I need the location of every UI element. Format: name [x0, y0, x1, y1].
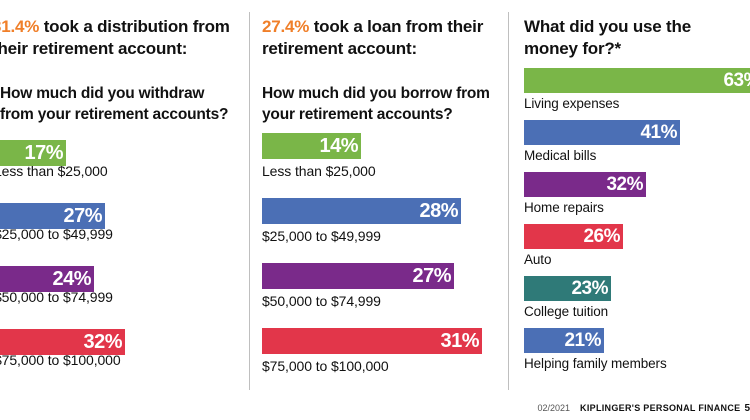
- chart1-bar-value-2: 28%: [419, 200, 458, 222]
- chart1-bar-value-3: 27%: [412, 265, 451, 287]
- distribution-lead-percent: 31.4%: [0, 17, 40, 36]
- chart2-bar-value-5: 23%: [571, 278, 608, 299]
- chart2-bar-3: 32%: [524, 172, 646, 197]
- chart2-category-label-5: College tuition: [524, 304, 609, 319]
- chart1-bar-value-1: 14%: [319, 135, 358, 157]
- chart1-category-label-3: $50,000 to $74,999: [262, 293, 381, 309]
- chart0-bar-value-3: 24%: [52, 268, 91, 290]
- footer-publication: KIPLINGER'S PERSONAL FINANCE: [580, 403, 741, 413]
- column-divider-left: [249, 12, 250, 390]
- chart2-bar-4: 26%: [524, 224, 623, 249]
- footer-date: 02/2021: [537, 403, 571, 413]
- chart2-bar-2: 41%: [524, 120, 680, 145]
- chart2-bar-value-4: 26%: [583, 226, 620, 247]
- loan-headline-text: took a loan from their retirement accoun…: [262, 17, 484, 58]
- chart0-category-label-2: $25,000 to $49,999: [0, 226, 113, 242]
- chart0-bar-1: 17%: [0, 140, 66, 166]
- chart2-bar-value-6: 21%: [564, 330, 601, 351]
- chart2-bar-value-3: 32%: [606, 174, 643, 195]
- chart0-category-label-1: Less than $25,000: [0, 163, 108, 179]
- chart1-bar-1: 14%: [262, 133, 361, 159]
- column-divider-right: [508, 12, 509, 390]
- loan-lead-percent: 27.4%: [262, 17, 310, 36]
- chart0-bar-4: 32%: [0, 329, 125, 355]
- chart1-bar-4: 31%: [262, 328, 482, 354]
- chart2-category-label-2: Medical bills: [524, 148, 597, 163]
- chart2-bar-5: 23%: [524, 276, 611, 301]
- distribution-headline: 31.4% took a distribution from their ret…: [0, 16, 237, 60]
- chart0-bar-2: 27%: [0, 203, 105, 229]
- distribution-question: How much did you withdraw from your reti…: [0, 85, 229, 123]
- chart1-bar-value-4: 31%: [440, 330, 479, 352]
- chart0-category-label-4: $75,000 to $100,000: [0, 352, 121, 368]
- loan-headline: 27.4% took a loan from their retirement …: [262, 16, 497, 60]
- distribution-headline-text: took a distribution from their retiremen…: [0, 17, 230, 58]
- chart2-bar-6: 21%: [524, 328, 604, 353]
- chart1-category-label-2: $25,000 to $49,999: [262, 228, 381, 244]
- page-footer: 02/2021 KIPLINGER'S PERSONAL FINANCE 5: [538, 403, 750, 414]
- chart2-category-label-3: Home repairs: [524, 200, 604, 215]
- footer-page-number: 5: [744, 403, 750, 414]
- loan-question: How much did you borrow from your retire…: [262, 85, 490, 123]
- chart1-category-label-1: Less than $25,000: [262, 163, 376, 179]
- chart2-bar-1: 63%: [524, 68, 750, 93]
- chart2-bar-value-1: 63%: [723, 70, 750, 91]
- chart2-category-label-6: Helping family members: [524, 356, 667, 371]
- chart1-bar-2: 28%: [262, 198, 461, 224]
- chart0-bar-3: 24%: [0, 266, 94, 292]
- uses-headline: What did you use the money for?*: [524, 17, 691, 58]
- chart0-bar-value-1: 17%: [24, 142, 63, 164]
- chart1-bar-3: 27%: [262, 263, 454, 289]
- chart2-bar-value-2: 41%: [640, 122, 677, 143]
- chart0-bar-value-4: 32%: [83, 331, 122, 353]
- chart2-category-label-1: Living expenses: [524, 96, 620, 111]
- chart2-category-label-4: Auto: [524, 252, 552, 267]
- chart1-category-label-4: $75,000 to $100,000: [262, 358, 389, 374]
- chart0-category-label-3: $50,000 to $74,999: [0, 289, 113, 305]
- chart0-bar-value-2: 27%: [63, 205, 102, 227]
